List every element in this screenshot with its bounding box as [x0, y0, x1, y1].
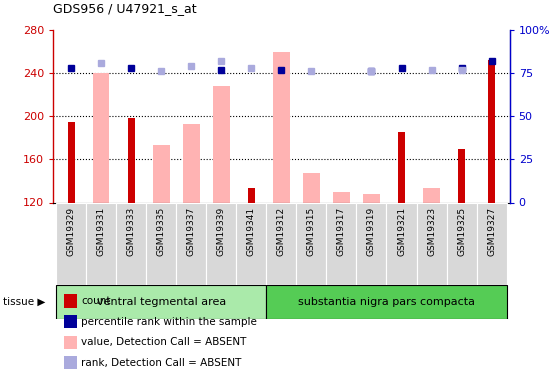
Text: value, Detection Call = ABSENT: value, Detection Call = ABSENT — [81, 338, 246, 347]
Text: rank, Detection Call = ABSENT: rank, Detection Call = ABSENT — [81, 358, 241, 368]
Bar — [273, 52, 290, 202]
Bar — [56, 285, 267, 319]
Text: tissue ▶: tissue ▶ — [3, 297, 45, 307]
Text: GSM19333: GSM19333 — [127, 207, 136, 256]
Bar — [116, 202, 146, 285]
Text: GSM19331: GSM19331 — [97, 207, 106, 256]
Text: GSM19319: GSM19319 — [367, 207, 376, 256]
Bar — [296, 202, 326, 285]
Bar — [236, 202, 267, 285]
Text: GSM19337: GSM19337 — [187, 207, 196, 256]
Bar — [333, 192, 349, 202]
Bar — [423, 189, 440, 202]
Text: GSM19321: GSM19321 — [397, 207, 406, 256]
Bar — [446, 202, 477, 285]
Bar — [128, 118, 134, 202]
Bar — [248, 189, 255, 202]
Text: ventral tegmental area: ventral tegmental area — [97, 297, 226, 307]
Text: GSM19329: GSM19329 — [67, 207, 76, 256]
Bar — [86, 202, 116, 285]
Text: GDS956 / U47921_s_at: GDS956 / U47921_s_at — [53, 2, 197, 15]
Bar — [458, 148, 465, 202]
Text: GSM19327: GSM19327 — [487, 207, 496, 256]
Text: GSM19312: GSM19312 — [277, 207, 286, 256]
Text: GSM19335: GSM19335 — [157, 207, 166, 256]
Bar — [303, 173, 320, 202]
Text: substantia nigra pars compacta: substantia nigra pars compacta — [298, 297, 475, 307]
Text: GSM19323: GSM19323 — [427, 207, 436, 256]
Bar — [357, 202, 386, 285]
Bar — [153, 146, 170, 202]
Bar — [326, 202, 357, 285]
Bar — [477, 202, 507, 285]
Bar — [267, 285, 507, 319]
Text: percentile rank within the sample: percentile rank within the sample — [81, 317, 257, 327]
Bar — [146, 202, 176, 285]
Bar — [56, 202, 86, 285]
Text: GSM19339: GSM19339 — [217, 207, 226, 256]
Bar — [213, 86, 230, 202]
Text: GSM19317: GSM19317 — [337, 207, 346, 256]
Bar — [176, 202, 206, 285]
Bar — [267, 202, 296, 285]
Text: GSM19315: GSM19315 — [307, 207, 316, 256]
Text: count: count — [81, 296, 111, 306]
Bar — [398, 132, 405, 202]
Bar — [93, 73, 110, 202]
Text: GSM19325: GSM19325 — [457, 207, 466, 256]
Bar — [206, 202, 236, 285]
Bar — [68, 122, 74, 202]
Text: GSM19341: GSM19341 — [247, 207, 256, 256]
Bar — [488, 60, 495, 202]
Bar — [363, 194, 380, 202]
Bar — [386, 202, 417, 285]
Bar — [417, 202, 446, 285]
Bar — [183, 124, 199, 202]
